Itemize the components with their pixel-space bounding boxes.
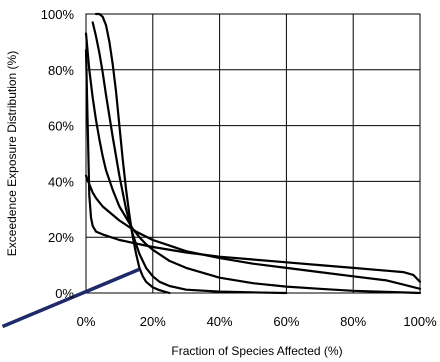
- x-tick-label: 60%: [273, 314, 299, 329]
- y-tick-label: 40%: [48, 174, 74, 189]
- y-tick-labels: 0% 20% 40% 60% 80% 100%: [41, 7, 75, 301]
- y-tick-label: 80%: [48, 63, 74, 78]
- arrow-line: [1, 267, 141, 329]
- x-tick-label: 20%: [140, 314, 166, 329]
- y-tick-label: 0%: [55, 286, 74, 301]
- series-lines: [84, 12, 422, 295]
- series-line-1: [84, 32, 422, 295]
- y-axis-label: Exceedence Exposure Distribution (%): [5, 51, 19, 256]
- x-tick-label: 80%: [340, 314, 366, 329]
- x-tick-label: 0%: [77, 314, 96, 329]
- x-tick-labels: 0% 20% 40% 60% 80% 100%: [77, 314, 437, 329]
- gridlines: [85, 13, 421, 294]
- series-line-2: [84, 49, 422, 283]
- x-axis-label: Fraction of Species Affected (%): [171, 344, 342, 358]
- series-line-5: [84, 174, 422, 290]
- annotations: [1, 267, 141, 329]
- series-line-4: [94, 12, 171, 295]
- y-tick-label: 20%: [48, 230, 74, 245]
- y-tick-label: 100%: [41, 7, 75, 22]
- x-tick-label: 100%: [403, 314, 437, 329]
- x-tick-label: 40%: [207, 314, 233, 329]
- y-tick-label: 60%: [48, 119, 74, 134]
- series-line-3: [91, 21, 288, 295]
